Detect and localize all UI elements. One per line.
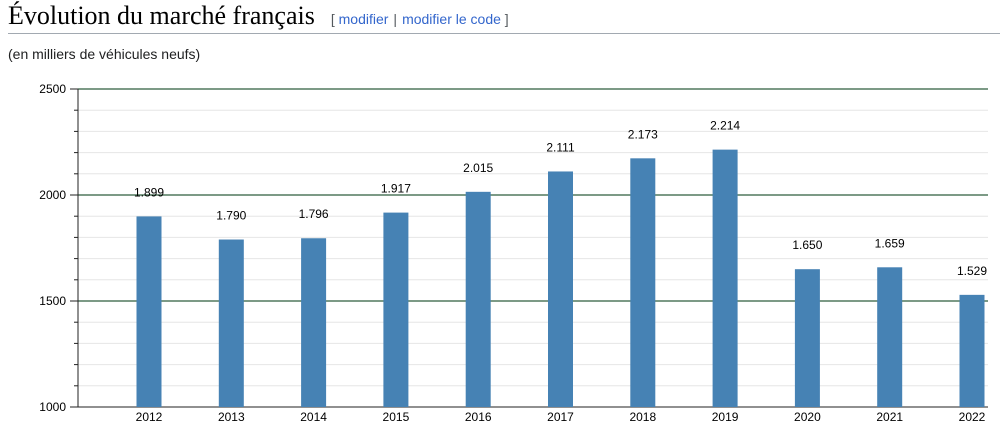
x-tick-label-2020: 2020 (794, 410, 821, 424)
data-label-2020: 1.650 (792, 238, 822, 252)
data-label-2021: 1.659 (875, 236, 905, 250)
bar-2012 (136, 216, 162, 407)
data-label-2017: 2.111 (546, 140, 575, 154)
edit-separator: | (393, 11, 398, 27)
data-label-2012: 1.899 (134, 185, 164, 199)
x-tick-label-2018: 2018 (629, 410, 656, 424)
data-label-2022: 1.529 (957, 264, 987, 278)
edit-bracket-close: ] (504, 11, 509, 27)
bar-2021 (877, 267, 903, 407)
bar-2020 (794, 269, 820, 407)
bar-2015 (383, 212, 409, 407)
bar-2019 (712, 149, 738, 407)
bar-2013 (218, 239, 244, 407)
data-label-2018: 2.173 (628, 127, 658, 141)
bar-2016 (465, 191, 491, 407)
x-tick-label-2014: 2014 (300, 410, 327, 424)
edit-code-link[interactable]: modifier le code (402, 11, 501, 27)
bar-2018 (630, 158, 656, 407)
y-tick-label: 1000 (39, 400, 66, 414)
data-label-2014: 1.796 (299, 207, 329, 221)
x-tick-label-2022: 2022 (959, 410, 986, 424)
x-tick-label-2013: 2013 (218, 410, 245, 424)
data-label-2019: 2.214 (710, 119, 740, 133)
section-heading: Évolution du marché français [ modifier |… (8, 2, 1000, 34)
x-tick-label-2015: 2015 (383, 410, 410, 424)
x-tick-label-2017: 2017 (547, 410, 574, 424)
bar-2014 (301, 238, 327, 407)
bar-2017 (548, 171, 573, 407)
data-label-2016: 2.015 (463, 161, 493, 175)
x-tick-label-2019: 2019 (712, 410, 739, 424)
y-tick-label: 2500 (39, 82, 66, 96)
chart-subtitle: (en milliers de véhicules neufs) (8, 46, 201, 62)
y-tick-label: 2000 (39, 188, 66, 202)
edit-link[interactable]: modifier (338, 11, 389, 27)
edit-bracket-open: [ (330, 11, 335, 27)
y-tick-label: 1500 (39, 294, 66, 308)
edit-section-links: [ modifier | modifier le code ] (331, 11, 509, 27)
data-label-2013: 1.790 (216, 209, 246, 223)
bar-2022 (959, 294, 985, 407)
x-tick-label-2021: 2021 (876, 410, 903, 424)
section-title: Évolution du marché français (8, 1, 315, 30)
x-tick-label-2012: 2012 (136, 410, 163, 424)
data-label-2015: 1.917 (381, 182, 411, 196)
x-tick-label-2016: 2016 (465, 410, 492, 424)
